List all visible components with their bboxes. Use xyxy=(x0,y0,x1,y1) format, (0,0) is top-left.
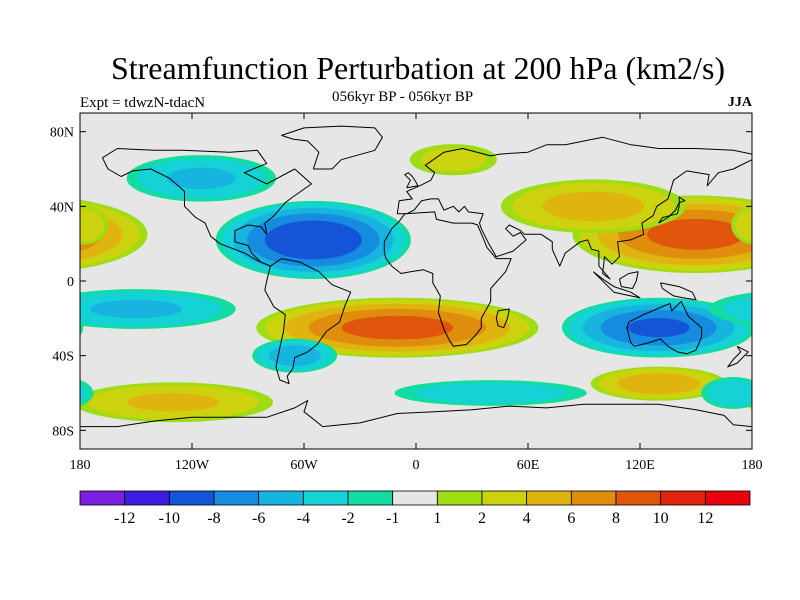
colorbar-swatch xyxy=(526,490,572,506)
colorbar: -12 -10 -8 -6 -4 -2 -1 1 2 4 6 8 10 12 xyxy=(79,490,751,527)
coastline-greenland xyxy=(281,125,383,170)
anomaly-s-pacific-high xyxy=(80,382,752,423)
colorbar-label: -4 xyxy=(297,510,310,527)
contour-fill xyxy=(80,319,84,336)
coastline-africa xyxy=(383,211,512,347)
experiment-label: Expt = tdwzN-tdacN xyxy=(80,95,206,111)
colorbar-label: 10 xyxy=(653,510,669,527)
season-label: JJA xyxy=(727,95,752,110)
lon-tick-label: 60E xyxy=(517,458,540,473)
coastline-indonesia xyxy=(592,271,641,299)
colorbar-swatch xyxy=(615,490,662,506)
colorbar-label: 6 xyxy=(567,510,575,527)
plot-title: Streamfunction Perturbation at 200 hPa (… xyxy=(110,50,726,86)
colorbar-swatch xyxy=(481,490,528,506)
coastline-australia xyxy=(626,301,703,355)
colorbar-label: 1 xyxy=(433,510,441,527)
colorbar-swatch xyxy=(79,490,126,506)
colorbar-label: -8 xyxy=(207,510,220,527)
colorbar-swatch xyxy=(704,490,751,506)
colorbar-swatch xyxy=(660,490,706,506)
contour-fill xyxy=(341,315,454,340)
colorbar-swatch xyxy=(302,490,349,506)
colorbar-swatch xyxy=(570,490,617,506)
colorbar-label: 4 xyxy=(523,510,531,527)
contour-fill xyxy=(127,393,220,412)
contour-fill xyxy=(707,380,752,406)
plot-subtitle: 056kyr BP - 056kyr BP xyxy=(332,89,474,105)
coastline-madagascar xyxy=(495,308,510,329)
colorbar-label: -12 xyxy=(114,510,135,527)
coastline-south-america xyxy=(264,258,352,385)
anomaly-s-indian-low xyxy=(394,380,587,406)
coastline-eurasia xyxy=(396,136,752,280)
colorbar-label: -2 xyxy=(341,510,354,527)
coastline-antarctica xyxy=(80,400,752,428)
coastline-uk xyxy=(404,172,419,189)
lat-tick-label: 40N xyxy=(50,200,74,215)
lat-tick-label: 80S xyxy=(52,424,74,439)
contour-fill xyxy=(80,384,88,402)
coastline-north-america xyxy=(101,148,312,267)
anomaly-subtropical-pacific-low xyxy=(80,289,752,329)
contour-fill xyxy=(268,345,321,367)
anomaly-n-atlantic-low xyxy=(215,200,411,279)
anomaly-australia-low xyxy=(80,297,752,358)
anomaly-ne-pacific-low xyxy=(126,155,277,202)
colorbar-swatch xyxy=(168,490,215,506)
anomaly-se-indian-high xyxy=(590,366,727,401)
colorbar-swatch xyxy=(124,490,170,506)
contour-fill xyxy=(647,218,745,250)
colorbar-label: 2 xyxy=(478,510,486,527)
colorbar-swatch xyxy=(347,490,394,506)
colorbar-label: -10 xyxy=(159,510,180,527)
lon-tick-label: 0 xyxy=(413,458,420,473)
contour-fill xyxy=(735,208,752,242)
lon-tick-label: 180 xyxy=(742,458,763,473)
contour-fill xyxy=(80,208,105,242)
lon-tick-label: 120W xyxy=(175,458,210,473)
lon-tick-label: 120E xyxy=(625,458,655,473)
coastline-new-zealand xyxy=(727,345,749,368)
colorbar-label: 12 xyxy=(697,510,713,527)
colorbar-swatch xyxy=(436,490,483,506)
anomaly-arctic-europe-pos xyxy=(409,144,497,176)
contour-fill xyxy=(627,318,690,338)
colorbar-label: 8 xyxy=(612,510,620,527)
contour-fill xyxy=(264,220,362,260)
contour-fill xyxy=(745,395,752,410)
contour-fill xyxy=(90,299,182,319)
contour-fill xyxy=(617,373,701,395)
anomaly-dateline-high xyxy=(80,205,752,245)
contour-fill xyxy=(420,147,487,172)
lat-tick-label: 0 xyxy=(67,275,74,290)
anomaly-s-pacific-low xyxy=(252,338,338,373)
lat-tick-label: 40S xyxy=(52,350,74,365)
coastline-japan xyxy=(658,196,686,224)
contour-fill xyxy=(542,191,645,222)
contour-fill xyxy=(413,382,568,404)
colorbar-swatch xyxy=(258,490,304,506)
colorbar-swatch xyxy=(213,490,260,506)
lon-tick-label: 180 xyxy=(70,458,91,473)
anomaly-antarctic-low xyxy=(80,376,752,410)
lon-tick-label: 60W xyxy=(290,458,318,473)
anomaly-central-asia-high xyxy=(500,179,686,234)
lat-tick-label: 80N xyxy=(50,126,74,141)
coastline-new-guinea xyxy=(660,282,697,301)
colorbar-swatch xyxy=(392,490,438,506)
coastline-borneo xyxy=(619,271,639,289)
colorbar-label: -1 xyxy=(386,510,399,527)
colorbar-label: -6 xyxy=(252,510,265,527)
contour-fill xyxy=(167,167,236,190)
contour-fill xyxy=(722,296,752,322)
